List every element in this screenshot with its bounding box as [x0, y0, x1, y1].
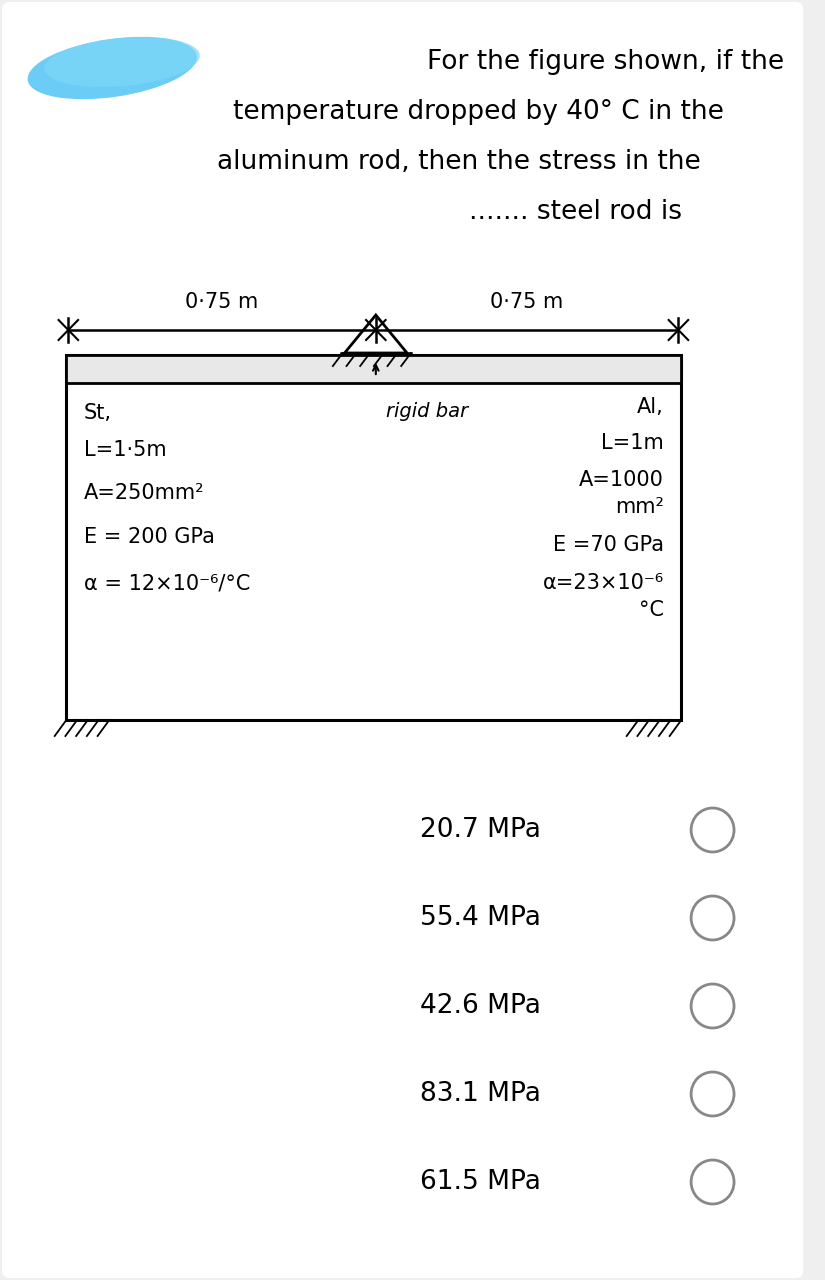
Polygon shape: [345, 315, 407, 353]
Text: Al,: Al,: [637, 397, 664, 417]
Text: L=1·5m: L=1·5m: [84, 440, 167, 460]
Text: α = 12×10⁻⁶/°C: α = 12×10⁻⁶/°C: [84, 573, 250, 593]
Text: 83.1 MPa: 83.1 MPa: [420, 1082, 540, 1107]
Circle shape: [691, 1160, 734, 1204]
Text: 0·75 m: 0·75 m: [186, 292, 259, 312]
Text: temperature dropped by 40° C in the: temperature dropped by 40° C in the: [233, 99, 724, 125]
Text: E =70 GPa: E =70 GPa: [553, 535, 664, 556]
Bar: [66, 355, 681, 383]
Text: A=250mm²: A=250mm²: [84, 483, 205, 503]
Text: 42.6 MPa: 42.6 MPa: [420, 993, 540, 1019]
Text: A=1000: A=1000: [579, 470, 664, 490]
Text: 20.7 MPa: 20.7 MPa: [420, 817, 540, 844]
Text: aluminum rod, then the stress in the: aluminum rod, then the stress in the: [217, 148, 700, 175]
Text: E = 200 GPa: E = 200 GPa: [84, 527, 214, 547]
Circle shape: [691, 984, 734, 1028]
Circle shape: [691, 808, 734, 852]
Text: 55.4 MPa: 55.4 MPa: [420, 905, 540, 931]
Text: rigid bar: rigid bar: [385, 402, 468, 421]
Bar: [66, 355, 681, 721]
Text: 61.5 MPa: 61.5 MPa: [420, 1169, 540, 1196]
Circle shape: [691, 1073, 734, 1116]
Text: L=1m: L=1m: [601, 433, 664, 453]
Text: α=23×10⁻⁶: α=23×10⁻⁶: [543, 573, 664, 593]
Text: For the figure shown, if the: For the figure shown, if the: [427, 49, 784, 76]
FancyBboxPatch shape: [2, 3, 804, 1277]
Text: ....... steel rod is: ....... steel rod is: [469, 198, 682, 225]
Text: 0·75 m: 0·75 m: [491, 292, 563, 312]
Text: St,: St,: [84, 403, 112, 422]
Ellipse shape: [27, 37, 197, 99]
Text: mm²: mm²: [615, 497, 664, 517]
Ellipse shape: [45, 37, 200, 87]
Text: °C: °C: [639, 600, 664, 620]
Circle shape: [691, 896, 734, 940]
